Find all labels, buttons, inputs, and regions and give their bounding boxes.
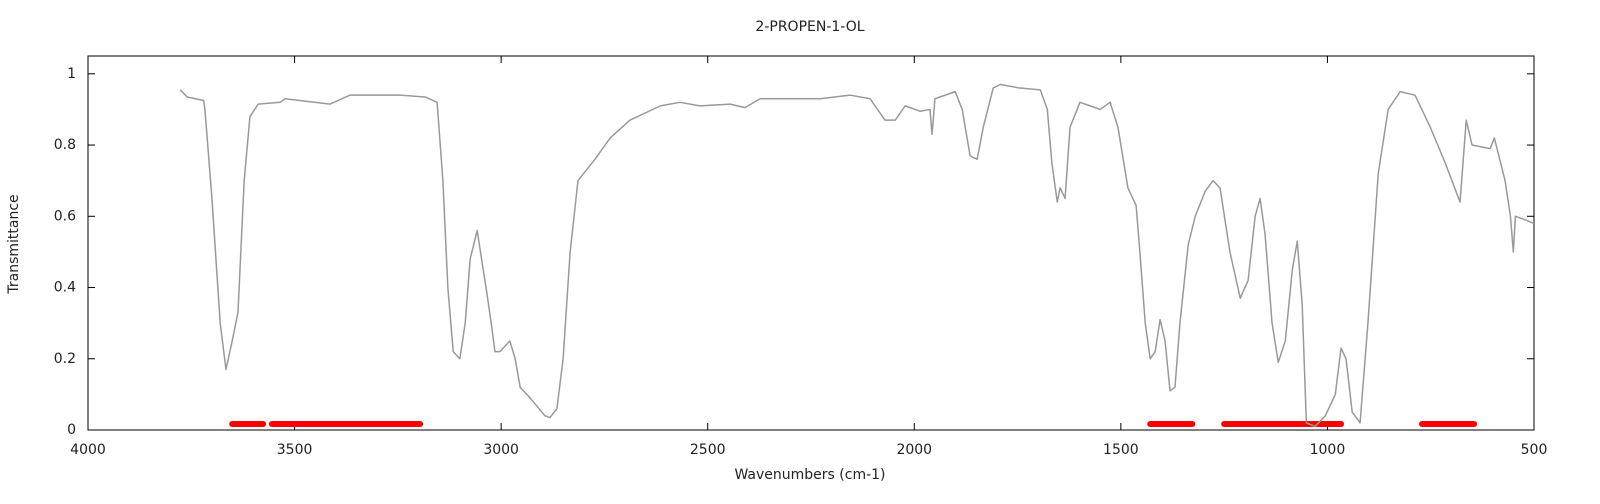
y-axis-label: Transmittance — [6, 194, 22, 294]
chart-title: 2-PROPEN-1-OL — [755, 19, 864, 35]
x-tick-label: 3500 — [277, 442, 313, 458]
y-tick-label: 1 — [67, 66, 76, 82]
x-tick-label: 1000 — [1310, 442, 1346, 458]
x-tick-label: 4000 — [70, 442, 106, 458]
x-tick-label: 500 — [1521, 442, 1548, 458]
plot-frame — [87, 55, 1535, 431]
y-tick-label: 0.4 — [54, 280, 76, 296]
y-tick-label: 0 — [67, 422, 76, 438]
y-tick-label: 0.6 — [54, 208, 76, 224]
x-tick-label: 2000 — [896, 442, 932, 458]
x-tick-label: 3000 — [483, 442, 519, 458]
y-tick-label: 0.2 — [54, 351, 76, 367]
y-tick-label: 0.8 — [54, 137, 76, 153]
x-tick-label: 2500 — [690, 442, 726, 458]
x-tick-label: 1500 — [1103, 442, 1139, 458]
x-axis-label: Wavenumbers (cm-1) — [734, 467, 885, 483]
spectrum-line — [179, 83, 1535, 428]
